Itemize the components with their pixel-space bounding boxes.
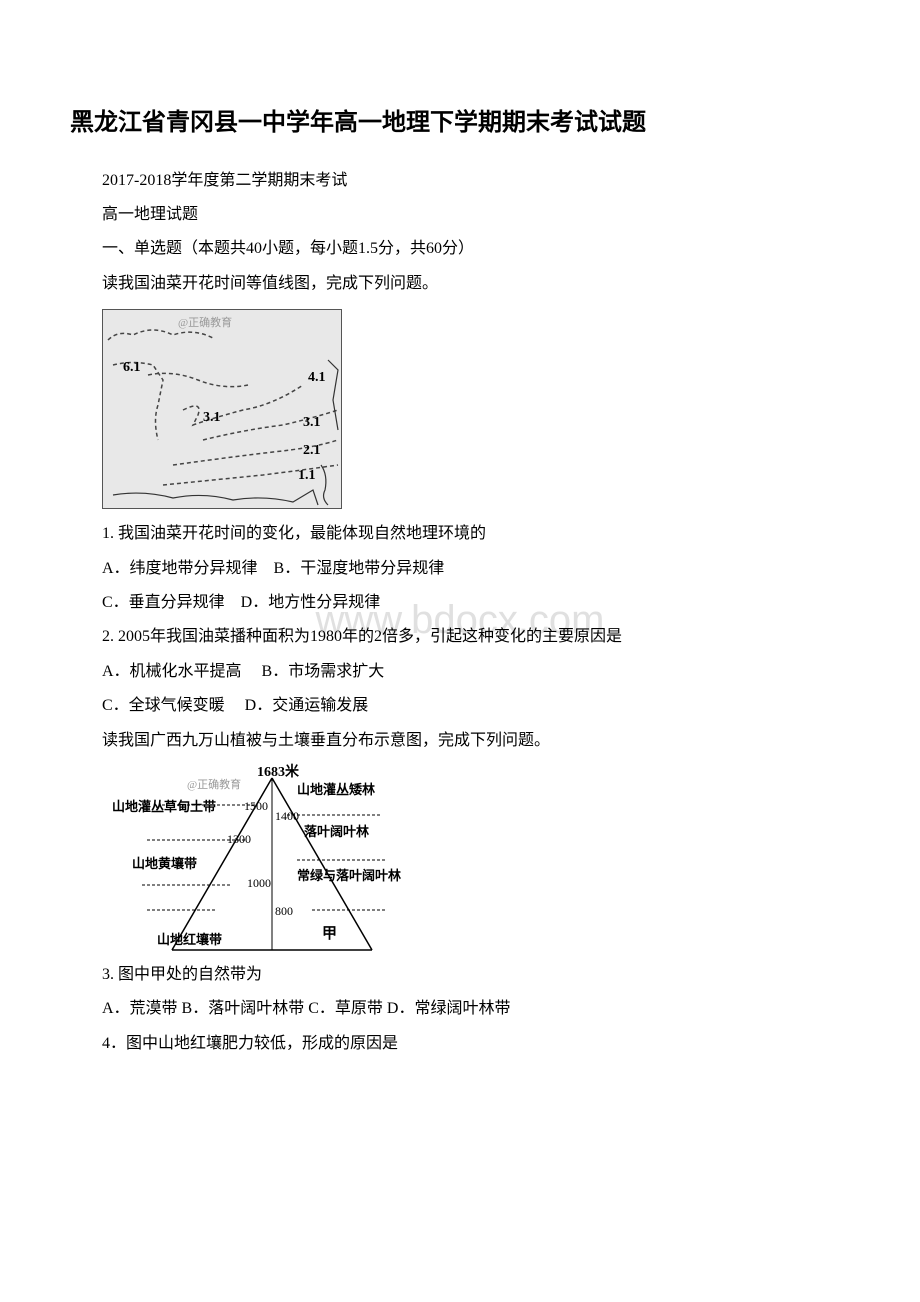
right-label-3: 甲	[322, 920, 337, 949]
question-2-options-cd: C．全球气候变暖 D．交通运输发展	[70, 691, 850, 721]
figure-2-mountain: @正确教育 1683米 山地灌丛草甸土带 山地黄壤带 山地红壤带 山地灌丛矮林 …	[102, 760, 442, 960]
question-4: 4．图中山地红壤肥力较低，形成的原因是	[70, 1029, 850, 1059]
question-3-options: A．荒漠带 B．落叶阔叶林带 C．草原带 D．常绿阔叶林带	[70, 994, 850, 1024]
left-label-2: 山地红壤带	[157, 928, 222, 953]
figure-1-watermark: @正确教育	[178, 313, 232, 334]
page-title: 黑龙江省青冈县一中学年高一地理下学期期末考试试题	[70, 100, 850, 146]
exam-info: 2017-2018学年度第二学期期末考试	[70, 166, 850, 196]
peak-label: 1683米	[257, 760, 299, 787]
question-2: 2. 2005年我国油菜播种面积为1980年的2倍多，引起这种变化的主要原因是	[70, 622, 850, 652]
map-label-4: 2.1	[303, 438, 321, 465]
question-3: 3. 图中甲处的自然带为	[70, 960, 850, 990]
figure-2-watermark: @正确教育	[187, 775, 241, 796]
right-label-0: 山地灌丛矮林	[297, 778, 375, 803]
left-label-0: 山地灌丛草甸土带	[112, 795, 216, 820]
exam-subject: 高一地理试题	[70, 200, 850, 230]
map-label-5: 1.1	[298, 463, 316, 490]
elev-3: 800	[275, 900, 293, 923]
map-label-0: 6.1	[123, 355, 141, 382]
figure-1-container: @正确教育 6.1 3.1 4.1 3.1 2.1 1.1	[102, 309, 850, 509]
right-label-2: 常绿与落叶阔叶林	[297, 864, 401, 889]
question-2-options-ab: A．机械化水平提高 B．市场需求扩大	[70, 657, 850, 687]
question-1-options-cd: C．垂直分异规律 D．地方性分异规律	[70, 588, 850, 618]
instruction-2: 读我国广西九万山植被与土壤垂直分布示意图，完成下列问题。	[70, 726, 850, 756]
elev-1: 1300	[227, 828, 251, 851]
map-label-2: 4.1	[308, 365, 326, 392]
left-label-1: 山地黄壤带	[132, 852, 197, 877]
map-label-1: 3.1	[203, 405, 221, 432]
figure-1-map: @正确教育 6.1 3.1 4.1 3.1 2.1 1.1	[102, 309, 342, 509]
section-header: 一、单选题（本题共40小题，每小题1.5分，共60分）	[70, 234, 850, 264]
map-label-3: 3.1	[303, 410, 321, 437]
elev-2: 1000	[247, 872, 271, 895]
elev-0: 1500	[244, 795, 268, 818]
question-1-options-ab: A．纬度地带分异规律 B．干湿度地带分异规律	[70, 554, 850, 584]
right-label-1: 落叶阔叶林	[304, 820, 369, 845]
elev-4: 1400	[275, 805, 299, 828]
question-1: 1. 我国油菜开花时间的变化，最能体现自然地理环境的	[70, 519, 850, 549]
instruction-1: 读我国油菜开花时间等值线图，完成下列问题。	[70, 269, 850, 299]
